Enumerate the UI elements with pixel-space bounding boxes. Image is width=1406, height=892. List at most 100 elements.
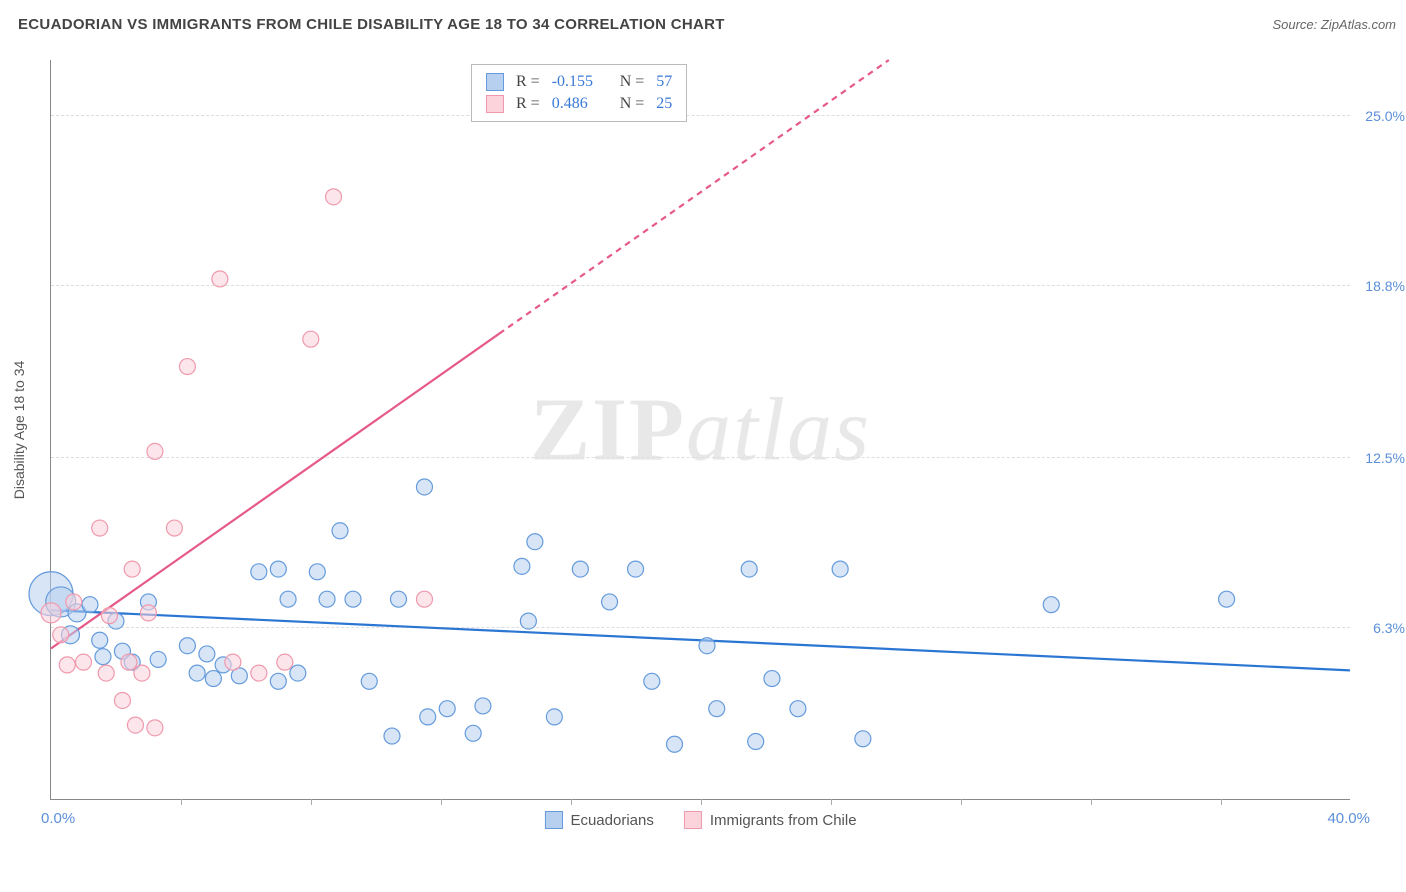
- y-tick-label: 25.0%: [1365, 108, 1405, 124]
- data-point: [628, 561, 644, 577]
- data-point: [602, 594, 618, 610]
- y-tick-label: 6.3%: [1373, 620, 1405, 636]
- data-point: [290, 665, 306, 681]
- stats-row-ecuadorians: R = -0.155 N = 57: [486, 71, 672, 93]
- data-point: [41, 603, 61, 623]
- data-point: [98, 665, 114, 681]
- data-point: [75, 654, 91, 670]
- data-point: [790, 701, 806, 717]
- chart-svg: [51, 60, 1350, 799]
- data-point: [95, 649, 111, 665]
- data-point: [59, 657, 75, 673]
- data-point: [127, 717, 143, 733]
- x-tick: [1221, 799, 1222, 805]
- data-point: [420, 709, 436, 725]
- data-point: [832, 561, 848, 577]
- data-point: [189, 665, 205, 681]
- legend-swatch-pink: [684, 811, 702, 829]
- plot-area: ZIPatlas Disability Age 18 to 34 0.0% 40…: [50, 60, 1350, 800]
- legend-label: Ecuadorians: [570, 812, 653, 829]
- data-point: [465, 725, 481, 741]
- data-point: [179, 359, 195, 375]
- data-point: [361, 673, 377, 689]
- x-tick: [1091, 799, 1092, 805]
- x-tick: [311, 799, 312, 805]
- data-point: [121, 654, 137, 670]
- y-tick-label: 12.5%: [1365, 450, 1405, 466]
- data-point: [546, 709, 562, 725]
- data-point: [225, 654, 241, 670]
- n-value: 25: [656, 95, 672, 113]
- r-label: R =: [516, 95, 540, 113]
- data-point: [1219, 591, 1235, 607]
- data-point: [384, 728, 400, 744]
- x-tick: [181, 799, 182, 805]
- stats-row-chile: R = 0.486 N = 25: [486, 93, 672, 115]
- data-point: [326, 189, 342, 205]
- chart-title: ECUADORIAN VS IMMIGRANTS FROM CHILE DISA…: [18, 16, 725, 33]
- stats-box: R = -0.155 N = 57 R = 0.486 N = 25: [471, 64, 687, 122]
- data-point: [514, 558, 530, 574]
- legend-swatch-pink: [486, 95, 504, 113]
- data-point: [53, 627, 69, 643]
- data-point: [212, 271, 228, 287]
- data-point: [748, 734, 764, 750]
- legend-item-chile: Immigrants from Chile: [684, 811, 857, 829]
- data-point: [332, 523, 348, 539]
- data-point: [416, 591, 432, 607]
- x-tick: [961, 799, 962, 805]
- data-point: [66, 594, 82, 610]
- data-point: [124, 561, 140, 577]
- n-label: N =: [620, 73, 645, 91]
- x-max-label: 40.0%: [1327, 810, 1370, 827]
- r-label: R =: [516, 73, 540, 91]
- data-point: [134, 665, 150, 681]
- y-tick-label: 18.8%: [1365, 278, 1405, 294]
- x-origin-label: 0.0%: [41, 810, 75, 827]
- data-point: [179, 638, 195, 654]
- data-point: [390, 591, 406, 607]
- data-point: [416, 479, 432, 495]
- data-point: [709, 701, 725, 717]
- data-point: [251, 564, 267, 580]
- data-point: [199, 646, 215, 662]
- data-point: [270, 673, 286, 689]
- legend-swatch-blue: [486, 73, 504, 91]
- data-point: [251, 665, 267, 681]
- n-value: 57: [656, 73, 672, 91]
- data-point: [280, 591, 296, 607]
- legend-item-ecuadorians: Ecuadorians: [544, 811, 653, 829]
- data-point: [345, 591, 361, 607]
- data-point: [319, 591, 335, 607]
- x-tick: [441, 799, 442, 805]
- data-point: [92, 520, 108, 536]
- source-attribution: Source: ZipAtlas.com: [1272, 17, 1396, 32]
- data-point: [764, 671, 780, 687]
- x-tick: [701, 799, 702, 805]
- y-axis-title: Disability Age 18 to 34: [11, 360, 27, 499]
- legend-label: Immigrants from Chile: [710, 812, 857, 829]
- data-point: [166, 520, 182, 536]
- data-point: [520, 613, 536, 629]
- data-point: [92, 632, 108, 648]
- data-point: [147, 720, 163, 736]
- data-point: [1043, 597, 1059, 613]
- data-point: [150, 651, 166, 667]
- data-point: [205, 671, 221, 687]
- data-point: [527, 534, 543, 550]
- data-point: [277, 654, 293, 670]
- data-point: [140, 605, 156, 621]
- data-point: [101, 608, 117, 624]
- bottom-legend: Ecuadorians Immigrants from Chile: [544, 811, 856, 829]
- data-point: [855, 731, 871, 747]
- n-label: N =: [620, 95, 645, 113]
- data-point: [114, 692, 130, 708]
- data-point: [644, 673, 660, 689]
- data-point: [309, 564, 325, 580]
- data-point: [82, 597, 98, 613]
- data-point: [699, 638, 715, 654]
- data-point: [439, 701, 455, 717]
- data-point: [572, 561, 588, 577]
- legend-swatch-blue: [544, 811, 562, 829]
- data-point: [667, 736, 683, 752]
